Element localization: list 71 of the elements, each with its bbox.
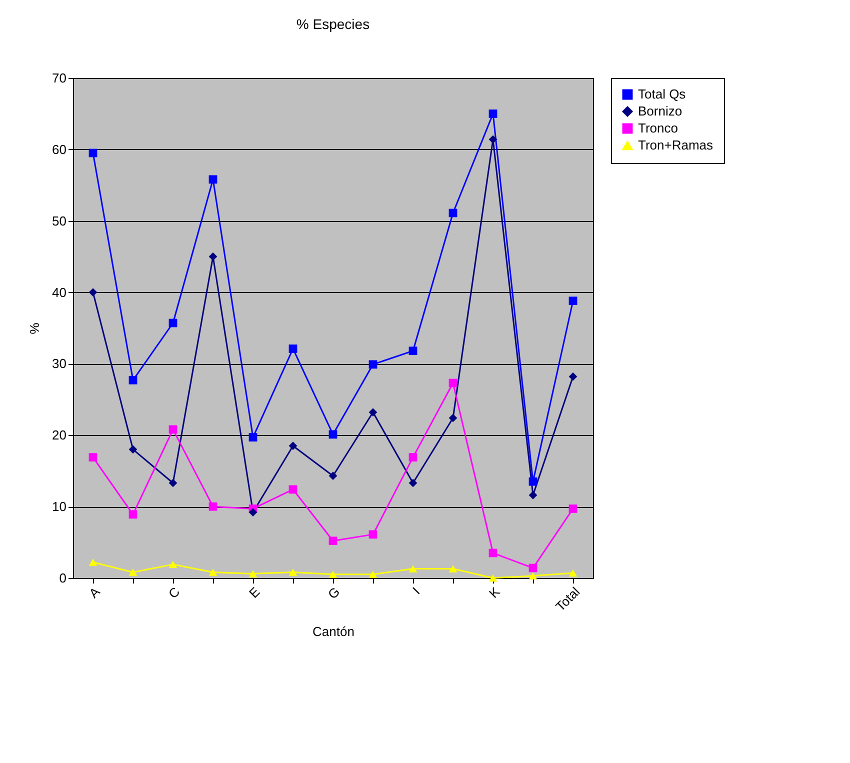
point — [168, 425, 178, 434]
point — [288, 485, 298, 494]
y-tick-label: 40 — [52, 284, 66, 300]
point — [328, 570, 338, 578]
point — [288, 344, 298, 353]
legend-label: Bornizo — [638, 104, 682, 118]
y-tick-label: 70 — [52, 70, 66, 86]
point — [488, 574, 498, 582]
point — [128, 568, 138, 576]
point — [488, 548, 498, 558]
point — [448, 565, 458, 572]
point — [88, 288, 98, 296]
point — [528, 572, 538, 580]
legend-label: Total Qs — [638, 86, 686, 102]
point — [208, 502, 218, 511]
legend-label: Tron+Ramas — [638, 138, 714, 152]
point — [528, 477, 538, 486]
point — [368, 570, 378, 578]
point — [88, 148, 98, 158]
point — [88, 453, 98, 462]
point — [128, 445, 138, 454]
point — [408, 346, 418, 356]
point — [328, 430, 338, 439]
point — [208, 252, 218, 261]
point — [248, 570, 258, 578]
point — [288, 568, 298, 576]
point — [408, 453, 418, 462]
point — [328, 472, 338, 480]
point — [568, 569, 578, 577]
point — [408, 478, 418, 488]
point — [168, 318, 178, 328]
y-tick-label: 60 — [52, 142, 66, 157]
point — [528, 564, 538, 572]
x-tick-label: E — [246, 584, 263, 601]
point — [128, 376, 138, 384]
point — [328, 536, 338, 546]
x-tick-label: K — [486, 584, 503, 601]
point — [528, 490, 538, 500]
point — [288, 442, 298, 450]
y-axis-title: % — [27, 322, 42, 334]
y-tick-label: 0 — [59, 570, 66, 586]
y-tick-label: 50 — [52, 213, 66, 228]
y-tick-label: 30 — [52, 356, 66, 372]
point — [248, 433, 258, 442]
point — [208, 175, 218, 184]
x-tick-label: G — [324, 584, 343, 602]
point — [368, 530, 378, 539]
point — [128, 510, 138, 519]
y-tick-label: 10 — [52, 499, 66, 514]
point — [168, 478, 178, 488]
point — [368, 360, 378, 369]
point — [448, 208, 458, 218]
point — [488, 110, 498, 118]
chart-title: % Especies — [296, 16, 370, 32]
y-tick-label: 20 — [52, 428, 66, 443]
point — [248, 508, 258, 516]
point — [568, 372, 578, 381]
x-tick-label: I — [410, 584, 423, 598]
point — [208, 568, 218, 576]
point — [568, 504, 578, 513]
x-tick-label: A — [86, 584, 103, 601]
point — [448, 378, 458, 388]
x-tick-label: C — [165, 584, 183, 602]
point — [408, 565, 418, 572]
point — [368, 408, 378, 416]
point — [168, 560, 178, 568]
point — [448, 414, 458, 422]
x-axis-title: Cantón — [312, 624, 354, 640]
point — [568, 296, 578, 306]
point — [88, 558, 98, 566]
legend-label: Tronco — [638, 120, 678, 136]
